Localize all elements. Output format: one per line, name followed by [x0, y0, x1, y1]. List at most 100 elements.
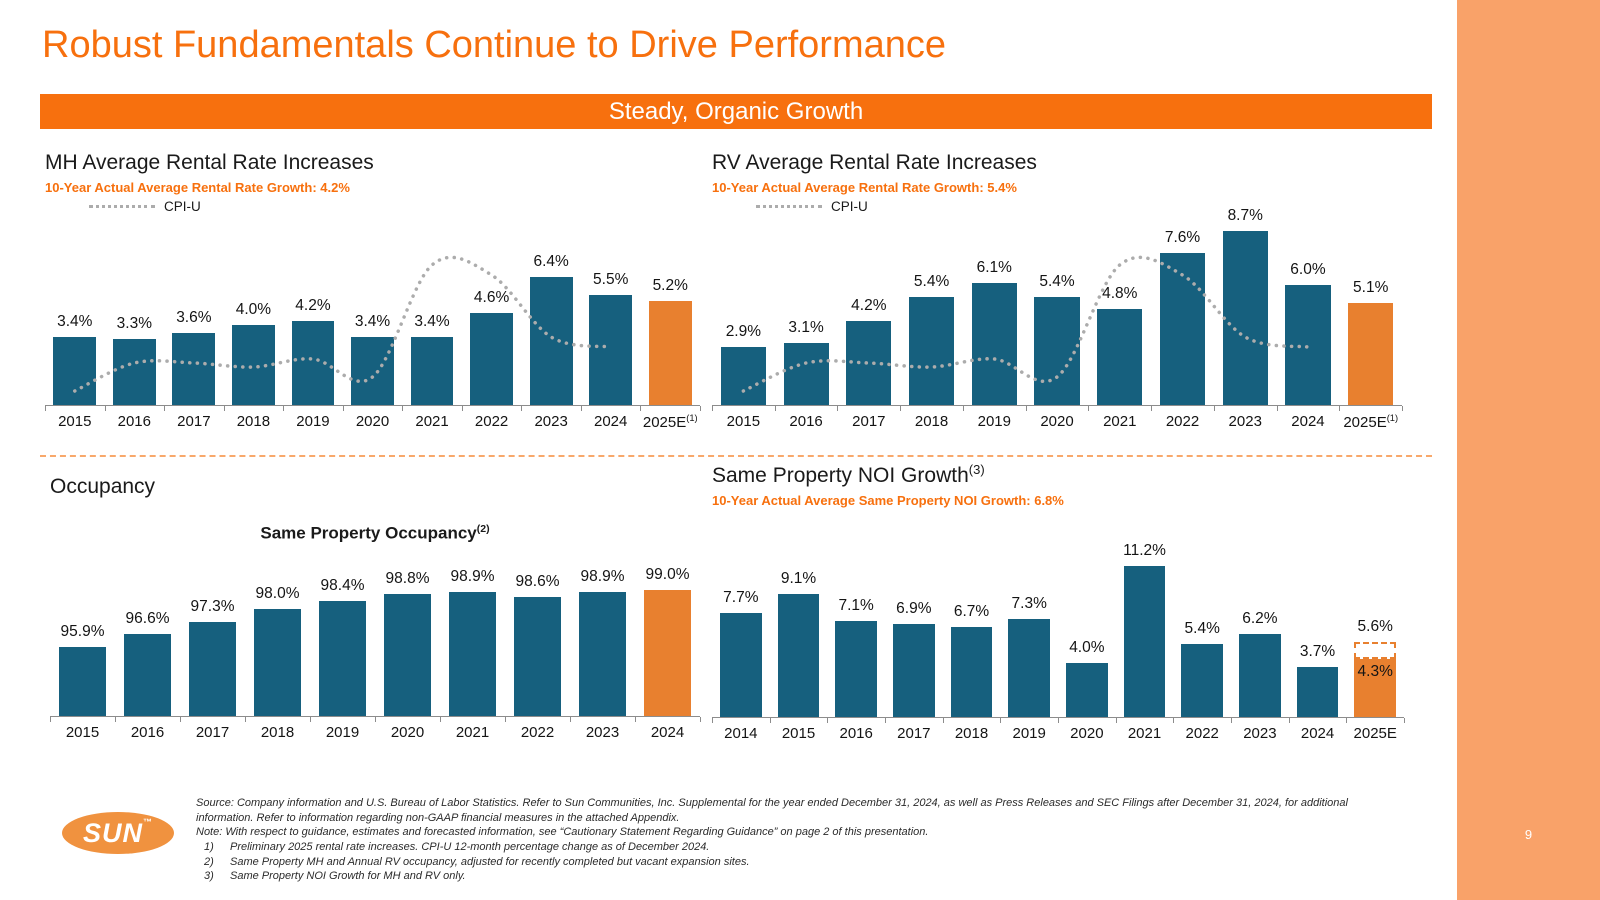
axis-tick — [774, 406, 776, 412]
bar-column-2019: 7.3% — [1000, 552, 1058, 718]
bar-2015 — [59, 647, 106, 716]
axis-tick — [1025, 406, 1027, 412]
sun-logo: SUN ™ — [62, 812, 174, 854]
value-label-2014: 7.7% — [723, 589, 759, 607]
bar-column-2018: 6.7% — [943, 552, 1001, 718]
x-label-2023: 2023 — [585, 723, 620, 741]
plot-area: 3.4% 3.3% 3.6% 4.0% 4.2% 3.4% 3.4% 4.6% 6.4% 5.5%… — [45, 220, 700, 406]
value-label-2025E: 5.2% — [652, 277, 688, 295]
cpi-legend: CPI-U — [756, 199, 1402, 214]
axis-tick — [1404, 718, 1405, 724]
value-label-2025E: 5.1% — [1353, 279, 1389, 297]
value-label-2020: 4.0% — [1069, 639, 1105, 657]
x-label-2017: 2017 — [852, 413, 886, 431]
x-label-2020: 2020 — [1040, 413, 1074, 431]
value-label-2016: 3.1% — [788, 319, 824, 337]
axis-tick — [1173, 718, 1175, 724]
bar-column-2015: 95.9% — [50, 556, 115, 716]
bar-2024 — [589, 295, 633, 406]
bar-column-2017: 6.9% — [885, 552, 943, 718]
bar-column-2021: 98.9% — [440, 556, 505, 716]
bar-2023 — [1239, 633, 1281, 718]
bar-2016 — [835, 621, 877, 718]
axis-tick — [900, 406, 902, 412]
axis-tick — [1346, 718, 1348, 724]
bar-2015 — [777, 594, 820, 718]
x-label-2015: 2015 — [726, 413, 761, 431]
footnote-2: 2) Same Property MH and Annual RV occupa… — [204, 855, 750, 868]
axis-tick — [50, 716, 51, 722]
value-label-2018: 98.0% — [255, 584, 300, 602]
bar-2017 — [172, 333, 216, 406]
axis-tick — [1339, 406, 1341, 412]
dotted-line-icon — [89, 205, 155, 209]
x-axis-labels: 2014 2015 2016 2017 2018 2019 2020 2021 2022 2023… — [712, 725, 1404, 742]
x-label-2018: 2018 — [236, 413, 271, 431]
value-label-2021: 4.8% — [1102, 285, 1138, 303]
bar-2018 — [950, 626, 993, 718]
axis-tick — [1151, 406, 1153, 412]
bar-column-2021: 4.8% — [1088, 220, 1151, 406]
x-label-2018: 2018 — [260, 723, 295, 741]
value-label-2017: 6.9% — [896, 600, 932, 617]
bar-2024 — [1296, 667, 1339, 718]
x-label-2022: 2022 — [520, 723, 555, 741]
axis-tick — [700, 716, 701, 722]
bar-column-2015: 2.9% — [712, 220, 775, 406]
bar-2020 — [1034, 297, 1080, 406]
bar-2021 — [410, 337, 454, 406]
x-label-2021: 2021 — [1127, 725, 1162, 743]
cpi-legend: CPI-U — [89, 199, 700, 214]
bar-column-2022: 5.4% — [1173, 552, 1231, 718]
x-label-2025E: 2025E — [1353, 725, 1397, 743]
value-label-2022: 4.6% — [473, 289, 510, 307]
x-label-2015: 2015 — [58, 413, 92, 431]
bar-column-2021: 11.2% — [1116, 542, 1174, 718]
bar-2017 — [846, 321, 892, 406]
x-label-2019: 2019 — [325, 723, 360, 741]
bar-2025E — [1348, 303, 1394, 406]
value-label-2016: 7.1% — [838, 597, 874, 615]
axis-tick — [310, 716, 311, 722]
plot-area: 7.7% 9.1% 7.1% 6.9% 6.7% 7.3% 4.0% 11.2% 5.4% 6.2… — [712, 542, 1404, 718]
bar-column-2022: 98.6% — [505, 556, 570, 716]
axis-tick — [837, 406, 839, 412]
x-label-2023: 2023 — [1243, 725, 1277, 743]
chart-title-text: Same Property Occupancy — [260, 523, 477, 543]
axis-tick — [440, 716, 441, 722]
plot-area: 2.9% 3.1% 4.2% 5.4% 6.1% 5.4% 4.8% 7.6% 8.7% 6.0%… — [712, 207, 1402, 406]
axis-tick — [885, 718, 886, 724]
axis-tick — [1276, 406, 1278, 412]
x-label-2024: 2024 — [594, 413, 628, 431]
value-label-2018: 4.0% — [235, 301, 272, 319]
chart-title: Same Property NOI Growth(3) — [712, 462, 1404, 488]
bar-2017 — [893, 624, 935, 718]
legend-label: CPI-U — [164, 199, 201, 215]
x-label-2019: 2019 — [296, 413, 330, 431]
bar-column-2016: 7.1% — [827, 552, 885, 718]
value-label-2021: 98.9% — [450, 567, 495, 585]
x-label-2025E: 2025E(1) — [1343, 413, 1399, 432]
axis-tick — [45, 406, 46, 412]
axis-tick — [505, 716, 506, 722]
value-label-2020: 3.4% — [354, 313, 391, 331]
x-label-2019: 2019 — [977, 413, 1011, 431]
x-axis-labels: 2015 2016 2017 2018 2019 2020 2021 2022 2023 2024… — [712, 413, 1402, 431]
note-line: Note: With respect to guidance, estimate… — [196, 826, 929, 839]
value-label-2023: 98.9% — [580, 567, 625, 585]
x-label-footnote: (1) — [686, 413, 698, 424]
bar-2017 — [189, 621, 236, 716]
axis-tick — [375, 716, 376, 722]
axis-tick — [635, 716, 636, 722]
value-label-2022: 5.4% — [1184, 620, 1220, 638]
axis-tick — [342, 406, 344, 412]
slide-title: Robust Fundamentals Continue to Drive Pe… — [42, 24, 947, 66]
bar-2021 — [1097, 309, 1143, 406]
value-label-2018: 5.4% — [913, 273, 950, 291]
bar-2019 — [319, 601, 366, 716]
chart-title: RV Average Rental Rate Increases — [712, 151, 1037, 174]
axis-tick — [827, 718, 829, 724]
bar-column-2020: 5.4% — [1026, 220, 1089, 406]
right-accent-bar: 9 — [1457, 0, 1600, 900]
x-label-2021: 2021 — [1103, 413, 1137, 431]
